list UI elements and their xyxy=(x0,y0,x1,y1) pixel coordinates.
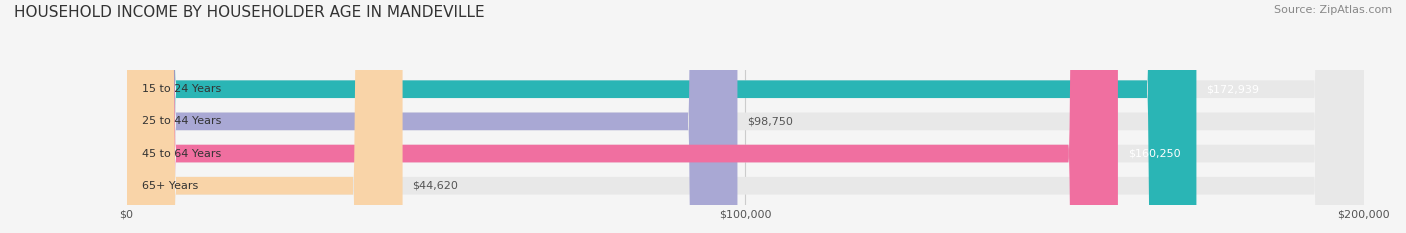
FancyBboxPatch shape xyxy=(127,0,402,233)
Text: Source: ZipAtlas.com: Source: ZipAtlas.com xyxy=(1274,5,1392,15)
FancyBboxPatch shape xyxy=(127,0,1364,233)
Text: 15 to 24 Years: 15 to 24 Years xyxy=(142,84,221,94)
Text: 65+ Years: 65+ Years xyxy=(142,181,198,191)
Text: 45 to 64 Years: 45 to 64 Years xyxy=(142,149,221,159)
Text: $98,750: $98,750 xyxy=(748,116,793,126)
Text: HOUSEHOLD INCOME BY HOUSEHOLDER AGE IN MANDEVILLE: HOUSEHOLD INCOME BY HOUSEHOLDER AGE IN M… xyxy=(14,5,485,20)
FancyBboxPatch shape xyxy=(127,0,1197,233)
FancyBboxPatch shape xyxy=(127,0,1364,233)
Text: $160,250: $160,250 xyxy=(1128,149,1181,159)
FancyBboxPatch shape xyxy=(127,0,1364,233)
FancyBboxPatch shape xyxy=(127,0,1118,233)
FancyBboxPatch shape xyxy=(127,0,1364,233)
Text: $172,939: $172,939 xyxy=(1206,84,1260,94)
FancyBboxPatch shape xyxy=(127,0,738,233)
Text: 25 to 44 Years: 25 to 44 Years xyxy=(142,116,221,126)
Text: $44,620: $44,620 xyxy=(412,181,458,191)
